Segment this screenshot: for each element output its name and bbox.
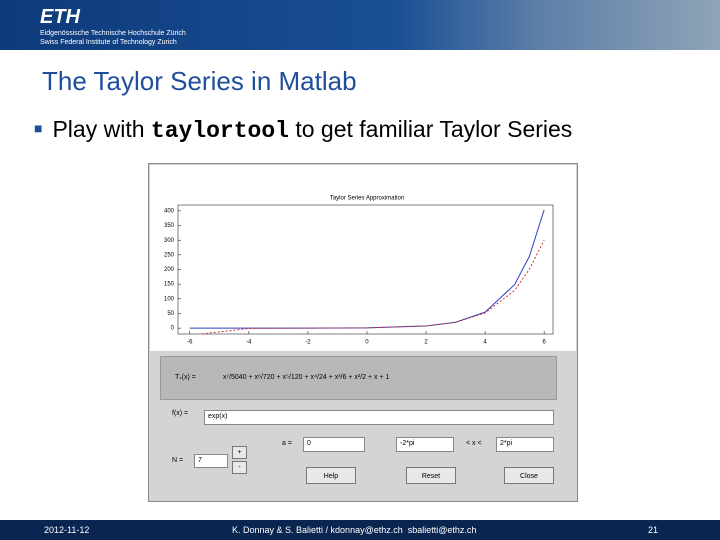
xmax-input[interactable]: 2*pi [496, 437, 554, 452]
x-tick-label: -6 [187, 340, 193, 346]
y-tick-label: 400 [164, 208, 175, 214]
xmin-input[interactable]: -2*pi [396, 437, 454, 452]
equation: x⁷/5040 + x⁶/720 + x⁵/120 + x⁴/24 + x³/6… [223, 374, 390, 381]
n-input[interactable]: 7 [194, 454, 228, 468]
y-tick-label: 0 [171, 326, 175, 332]
x-tick-label: 6 [542, 340, 546, 346]
institution-en: Swiss Federal Institute of Technology Zu… [40, 39, 177, 46]
bullet-text: to get familiar Taylor Series [295, 116, 573, 142]
y-tick-label: 50 [167, 311, 174, 317]
plot-background [150, 165, 576, 351]
x-range-label: < x < [466, 440, 482, 447]
footer-authors: K. Donnay & S. Balietti / kdonnay@ethz.c… [232, 525, 477, 535]
minus-button[interactable]: - [232, 461, 247, 474]
x-tick-label: 2 [424, 340, 428, 346]
equation-label: T₇(x) = [175, 374, 196, 381]
f-label: f(x) = [172, 410, 189, 417]
a-label: a = [282, 440, 292, 447]
y-tick-label: 300 [164, 238, 175, 244]
curve [189, 209, 545, 329]
slide-title: The Taylor Series in Matlab [42, 66, 357, 96]
y-tick-label: 150 [164, 282, 175, 288]
x-tick-label: -2 [305, 340, 311, 346]
n-label: N = [172, 457, 184, 464]
header-band [0, 0, 720, 50]
help-button[interactable]: Help [306, 467, 356, 484]
y-tick-label: 350 [164, 223, 175, 229]
x-tick-label: 4 [483, 340, 487, 346]
x-tick-label: 0 [365, 340, 369, 346]
logo: ETH [40, 6, 80, 28]
footer: 2012-11-12 K. Donnay & S. Balietti / kdo… [0, 520, 720, 540]
a-input[interactable]: 0 [303, 437, 365, 452]
page-number: 21 [648, 525, 659, 535]
bullet: ■ Play with taylortool to get familiar Ta… [34, 116, 573, 144]
footer-date: 2012-11-12 [44, 525, 90, 535]
equation-panel: T₇(x) = x⁷/5040 + x⁶/720 + x⁵/120 + x⁴/2… [160, 356, 557, 400]
close-button[interactable]: Close [504, 467, 554, 484]
axes-box [177, 204, 554, 335]
curve [196, 239, 545, 334]
y-tick-label: 100 [164, 296, 175, 302]
plot: Taylor Series Approximation 0 50 100 150 200… [164, 196, 554, 346]
plot-title: Taylor Series Approximation [330, 196, 404, 202]
y-tick-label: 250 [164, 252, 175, 258]
bullet-code: taylortool [150, 118, 289, 144]
institution-de: Eidgenössische Technische Hochschule Zür… [40, 30, 186, 37]
reset-button[interactable]: Reset [406, 467, 456, 484]
f-input[interactable]: exp(x) [204, 410, 554, 425]
plus-button[interactable]: + [232, 446, 247, 459]
bullet-text: Play with [52, 116, 145, 142]
x-tick-label: -4 [246, 340, 252, 346]
y-tick-label: 200 [164, 267, 175, 273]
